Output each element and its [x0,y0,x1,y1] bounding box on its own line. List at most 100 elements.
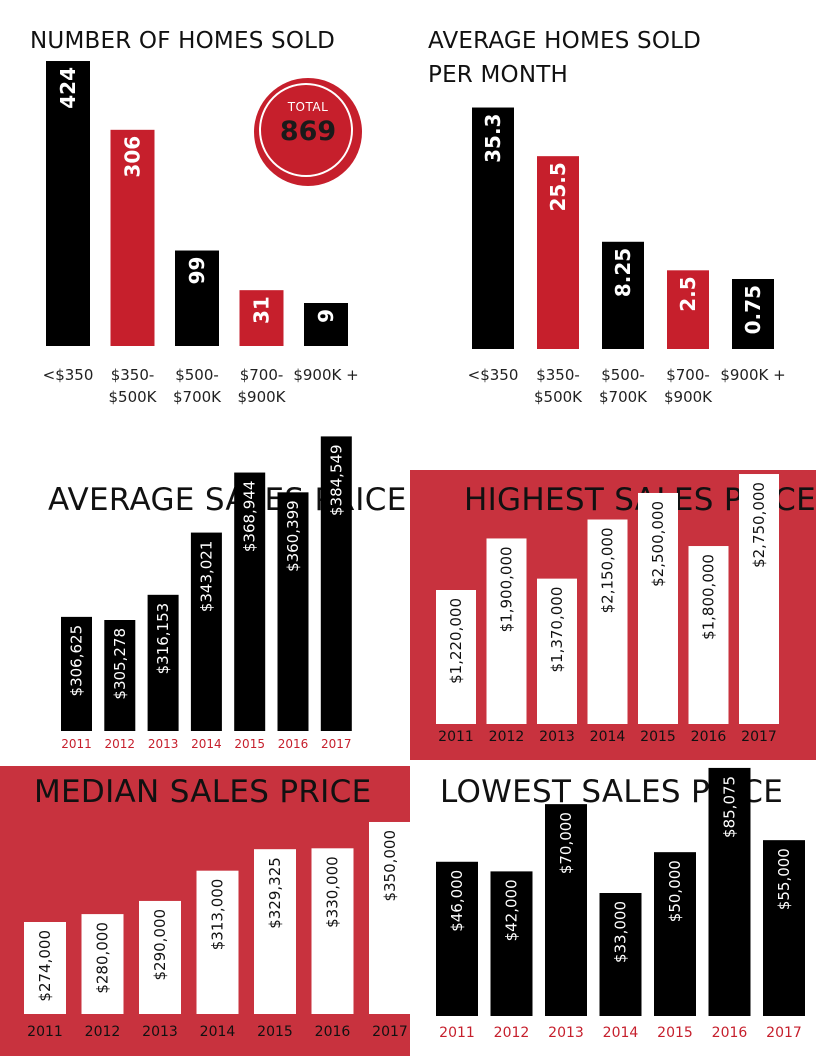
median-sales-price-value-label: $274,000 [36,930,54,1002]
homes-sold-bar [110,129,155,346]
homes-sold-value-label: 31 [250,296,274,324]
highest-sales-price-category-label: 2017 [741,729,777,745]
avg-per-month-bar [732,279,774,349]
homes-sold-chart: 424 <$350 306 $350- $500K 99 $500- $700K 31 $700-… [43,61,359,406]
median-sales-price-value-label: $350,000 [381,830,399,902]
lowest-sales-price-bar [436,861,478,1016]
avg-sales-price-category-label: 2013 [148,737,179,751]
avg-sales-price-value-label: $343,021 [197,541,215,613]
median-sales-price-bar [139,900,181,1014]
avg-sales-price-value-label: $360,399 [284,500,302,572]
highest-sales-price-value-label: $1,800,000 [700,554,718,640]
lowest-sales-price-category-label: 2011 [439,1025,475,1041]
highest-sales-price-category-label: 2015 [640,729,676,745]
median-sales-price-bar [81,914,124,1014]
median-sales-price-category-label: 2011 [27,1024,63,1040]
avg-per-month-category-label: $900K + [720,366,785,384]
homes-sold-bar [304,303,348,346]
lowest-sales-price-category-label: 2012 [494,1025,530,1041]
median-sales-price-value-label: $329,325 [266,857,284,929]
lowest-sales-price-category-label: 2017 [766,1025,802,1041]
avg-per-month-bar [667,270,709,349]
median-sales-price-bar [254,849,296,1014]
median-sales-price-bar [311,848,354,1014]
median-sales-price-bar [24,922,66,1014]
homes-sold-category-label: $900K + [293,366,358,384]
median-sales-price-category-label: 2014 [200,1024,236,1040]
avg-sales-price-category-label: 2017 [321,737,352,751]
avg-per-month-value-label: 25.5 [546,162,570,211]
lowest-sales-price-value-label: $55,000 [775,848,793,910]
highest-sales-price-panel: HIGHEST SALES PRICE $1,220,0002011$1,900… [410,470,816,760]
lowest-sales-price-value-label: $42,000 [503,879,521,941]
homes-sold-category-label: $350- [111,366,155,384]
avg-per-month-value-label: 8.25 [611,248,635,297]
avg-sales-price-category-label: 2011 [61,737,92,751]
lowest-sales-price-value-label: $46,000 [448,870,466,932]
avg-per-month-bar [602,241,644,349]
median-sales-price-category-label: 2015 [257,1024,293,1040]
median-sales-price-category-label: 2012 [85,1024,121,1040]
avg-per-month-category-label: $900K [664,388,713,406]
homes-sold-bar [46,61,90,347]
highest-sales-price-chart: $1,220,000 2011 $1,900,000 2012 $1,370,000 20… [436,474,779,745]
lowest-sales-price-bar [545,804,587,1016]
avg-per-month-value-label: 35.3 [481,114,505,163]
highest-sales-price-bar [688,546,729,724]
highest-sales-price-category-label: 2016 [691,729,727,745]
homes-sold-panel: NUMBER OF HOMES SOLD TOTAL 869 424 <$350 3… [0,0,408,430]
highest-sales-price-category-label: 2014 [590,729,626,745]
avg-per-month-category-label: $700K [599,388,648,406]
avg-sales-price-category-label: 2012 [105,737,136,751]
highest-sales-price-value-label: $1,220,000 [447,598,465,684]
median-sales-price-value-label: $313,000 [209,879,227,951]
avg-per-month-category-label: $500- [601,366,645,384]
homes-sold-bar [239,290,284,346]
avg-per-month-category-label: $350- [536,366,580,384]
median-sales-price-bar [196,870,239,1014]
lowest-sales-price-value-label: $50,000 [666,860,684,922]
lowest-sales-price-chart: $46,000 2011 $42,000 2012 $70,000 2013 $33,000… [436,767,805,1041]
median-sales-price-category-label: 2013 [142,1024,178,1040]
total-label: TOTAL [287,100,329,114]
lowest-sales-price-bar [763,840,805,1016]
avg-sales-price-value-label: $306,625 [68,625,86,697]
homes-sold-category-label: $700- [240,366,284,384]
avg-sales-price-bar [234,472,266,731]
total-value: 869 [279,116,337,147]
highest-sales-price-bar [486,538,527,724]
homes-sold-category-label: $900K [237,388,286,406]
homes-sold-value-label: 424 [56,67,80,109]
highest-sales-price-bar [436,590,476,724]
median-sales-price-category-label: 2017 [372,1024,408,1040]
median-sales-price-chart: $274,000 2011 $280,000 2012 $290,000 2013 $313… [24,821,411,1040]
avg-sales-price-value-label: $316,153 [154,603,172,675]
avg-sales-price-panel: AVERAGE SALES PRICE $306,625 2011 $305,278… [0,436,410,760]
avg-sales-price-bar [104,620,136,731]
avg-sales-price-category-label: 2015 [234,737,265,751]
lowest-sales-price-value-label: $70,000 [557,812,575,874]
median-sales-price-bar [369,821,411,1014]
homes-sold-category-label: $700K [173,388,222,406]
median-sales-price-category-label: 2016 [315,1024,351,1040]
median-sales-price-value-label: $290,000 [151,909,169,981]
total-badge: TOTAL 869 [254,78,362,186]
homes-sold-title: NUMBER OF HOMES SOLD [30,28,336,54]
median-sales-price-panel: MEDIAN SALES PRICE $274,000 2011 $280,000 2… [0,766,411,1056]
avg-per-month-value-label: 2.5 [676,276,700,311]
highest-sales-price-value-label: $2,150,000 [599,528,617,614]
avg-per-month-bar [537,156,579,349]
avg-sales-price-value-label: $368,944 [241,481,259,553]
lowest-sales-price-value-label: $85,075 [721,776,739,838]
avg-per-month-category-label: <$350 [468,366,519,384]
homes-sold-value-label: 99 [185,257,209,285]
lowest-sales-price-bar [490,871,533,1016]
homes-sold-value-label: 9 [314,309,338,323]
highest-sales-price-category-label: 2012 [489,729,525,745]
avg-sales-price-chart: $306,625 2011 $305,278 2012 $316,153 2013 $343… [61,436,352,751]
avg-sales-price-bar [277,492,309,731]
avg-sales-price-bar [147,594,179,731]
total-badge-ring [259,83,353,177]
median-sales-price-value-label: $330,000 [324,856,342,928]
avg-sales-price-category-label: 2014 [191,737,222,751]
